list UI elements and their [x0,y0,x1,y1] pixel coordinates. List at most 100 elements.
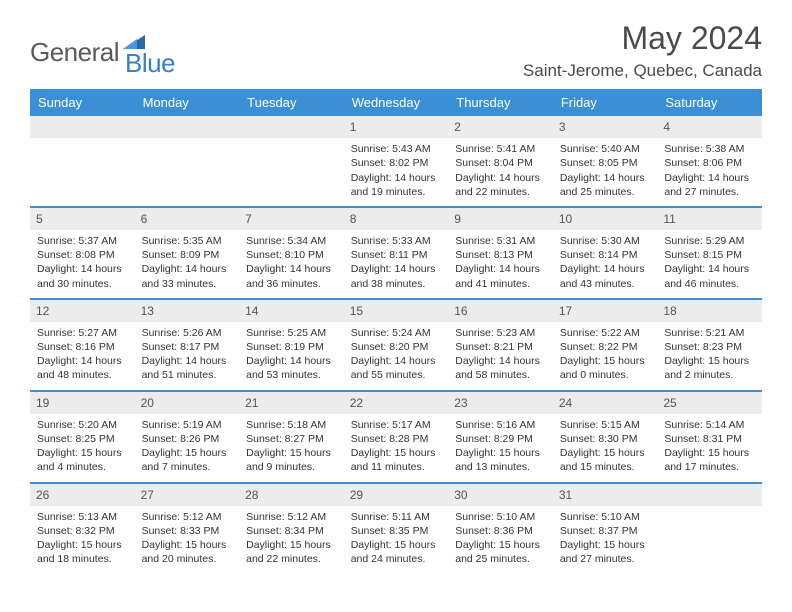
day-number: 7 [239,208,344,230]
calendar-week-row: 5Sunrise: 5:37 AMSunset: 8:08 PMDaylight… [30,208,762,299]
daylight-text: Daylight: 15 hours and 22 minutes. [246,538,337,566]
day-number-empty [657,484,762,506]
logo: General Blue [30,20,175,79]
daylight-text: Daylight: 15 hours and 24 minutes. [351,538,442,566]
daylight-text: Daylight: 15 hours and 9 minutes. [246,446,337,474]
calendar-day-cell: 12Sunrise: 5:27 AMSunset: 8:16 PMDayligh… [30,300,135,391]
calendar-week-row: 26Sunrise: 5:13 AMSunset: 8:32 PMDayligh… [30,484,762,574]
sunset-text: Sunset: 8:17 PM [142,340,233,354]
calendar-day-cell: 1Sunrise: 5:43 AMSunset: 8:02 PMDaylight… [344,116,449,207]
daylight-text: Daylight: 15 hours and 17 minutes. [664,446,755,474]
day-number: 26 [30,484,135,506]
sunrise-text: Sunrise: 5:41 AM [455,142,546,156]
sunrise-text: Sunrise: 5:10 AM [455,510,546,524]
calendar-day-cell: 11Sunrise: 5:29 AMSunset: 8:15 PMDayligh… [657,208,762,299]
sunrise-text: Sunrise: 5:34 AM [246,234,337,248]
location-label: Saint-Jerome, Quebec, Canada [523,61,762,81]
day-number: 20 [135,392,240,414]
sunrise-text: Sunrise: 5:26 AM [142,326,233,340]
daylight-text: Daylight: 15 hours and 27 minutes. [560,538,651,566]
calendar-day-cell: 25 Sunrise: 5:14 AMSunset: 8:31 PMDayligh… [657,392,762,483]
sunrise-text: Sunrise: 5:33 AM [351,234,442,248]
daylight-text: Daylight: 15 hours and 18 minutes. [37,538,128,566]
sunset-text: Sunset: 8:34 PM [246,524,337,538]
calendar-day-cell: 4Sunrise: 5:38 AMSunset: 8:06 PMDaylight… [657,116,762,207]
sunset-text: Sunset: 8:22 PM [560,340,651,354]
calendar-day-cell: 31Sunrise: 5:10 AMSunset: 8:37 PMDayligh… [553,484,658,574]
sunset-text: Sunset: 8:15 PM [664,248,755,262]
sunrise-text: Sunrise: 5:23 AM [455,326,546,340]
day-number: 2 [448,116,553,138]
page-header: General Blue May 2024 Saint-Jerome, Queb… [30,20,762,81]
title-block: May 2024 Saint-Jerome, Quebec, Canada [523,20,762,81]
daylight-text: Daylight: 14 hours and 48 minutes. [37,354,128,382]
daylight-text: Daylight: 14 hours and 53 minutes. [246,354,337,382]
day-number: 15 [344,300,449,322]
day-number-empty [30,116,135,138]
calendar-day-cell: 5Sunrise: 5:37 AMSunset: 8:08 PMDaylight… [30,208,135,299]
daylight-text: Daylight: 14 hours and 22 minutes. [455,171,546,199]
day-number: 16 [448,300,553,322]
calendar-day-cell [30,116,135,207]
calendar-day-cell: 13Sunrise: 5:26 AMSunset: 8:17 PMDayligh… [135,300,240,391]
day-number: 5 [30,208,135,230]
day-number: 27 [135,484,240,506]
day-number: 12 [30,300,135,322]
calendar-day-cell: 28Sunrise: 5:12 AMSunset: 8:34 PMDayligh… [239,484,344,574]
logo-text-suffix: Blue [125,48,175,79]
calendar-day-cell [657,484,762,574]
daylight-text: Daylight: 14 hours and 41 minutes. [455,262,546,290]
sunrise-text: Sunrise: 5:38 AM [664,142,755,156]
sunrise-text: Sunrise: 5:11 AM [351,510,442,524]
sunrise-text: Sunrise: 5:25 AM [246,326,337,340]
sunrise-text: Sunrise: 5:16 AM [455,418,546,432]
calendar-day-cell: 30Sunrise: 5:10 AMSunset: 8:36 PMDayligh… [448,484,553,574]
sunrise-text: Sunrise: 5:20 AM [37,418,128,432]
calendar-day-cell: 9Sunrise: 5:31 AMSunset: 8:13 PMDaylight… [448,208,553,299]
sunset-text: Sunset: 8:04 PM [455,156,546,170]
sunrise-text: Sunrise: 5:14 AM [664,418,755,432]
sunrise-text: Sunrise: 5:19 AM [142,418,233,432]
day-number: 25 [657,392,762,414]
daylight-text: Daylight: 14 hours and 58 minutes. [455,354,546,382]
sunset-text: Sunset: 8:25 PM [37,432,128,446]
weekday-header: Wednesday [344,89,449,116]
sunrise-text: Sunrise: 5:40 AM [560,142,651,156]
day-number: 28 [239,484,344,506]
weekday-header: Thursday [448,89,553,116]
sunset-text: Sunset: 8:13 PM [455,248,546,262]
sunset-text: Sunset: 8:27 PM [246,432,337,446]
sunrise-text: Sunrise: 5:29 AM [664,234,755,248]
calendar-day-cell: 19Sunrise: 5:20 AMSunset: 8:25 PMDayligh… [30,392,135,483]
sunset-text: Sunset: 8:19 PM [246,340,337,354]
daylight-text: Daylight: 15 hours and 0 minutes. [560,354,651,382]
weekday-header: Monday [135,89,240,116]
logo-text-prefix: General [30,37,119,68]
day-number: 23 [448,392,553,414]
daylight-text: Daylight: 14 hours and 43 minutes. [560,262,651,290]
daylight-text: Daylight: 14 hours and 25 minutes. [560,171,651,199]
sunset-text: Sunset: 8:02 PM [351,156,442,170]
calendar-day-cell [135,116,240,207]
day-number: 10 [553,208,658,230]
day-number: 29 [344,484,449,506]
daylight-text: Daylight: 15 hours and 13 minutes. [455,446,546,474]
calendar-day-cell: 21Sunrise: 5:18 AMSunset: 8:27 PMDayligh… [239,392,344,483]
sunset-text: Sunset: 8:23 PM [664,340,755,354]
daylight-text: Daylight: 15 hours and 20 minutes. [142,538,233,566]
sunrise-text: Sunrise: 5:17 AM [351,418,442,432]
daylight-text: Daylight: 14 hours and 19 minutes. [351,171,442,199]
calendar-page: General Blue May 2024 Saint-Jerome, Queb… [0,0,792,593]
day-number: 4 [657,116,762,138]
calendar-day-cell: 27Sunrise: 5:12 AMSunset: 8:33 PMDayligh… [135,484,240,574]
sunset-text: Sunset: 8:29 PM [455,432,546,446]
daylight-text: Daylight: 14 hours and 30 minutes. [37,262,128,290]
sunrise-text: Sunrise: 5:12 AM [142,510,233,524]
daylight-text: Daylight: 14 hours and 27 minutes. [664,171,755,199]
calendar-day-cell: 18Sunrise: 5:21 AMSunset: 8:23 PMDayligh… [657,300,762,391]
calendar-day-cell: 26Sunrise: 5:13 AMSunset: 8:32 PMDayligh… [30,484,135,574]
day-number-empty [239,116,344,138]
day-number: 14 [239,300,344,322]
calendar-day-cell: 20Sunrise: 5:19 AMSunset: 8:26 PMDayligh… [135,392,240,483]
sunset-text: Sunset: 8:31 PM [664,432,755,446]
